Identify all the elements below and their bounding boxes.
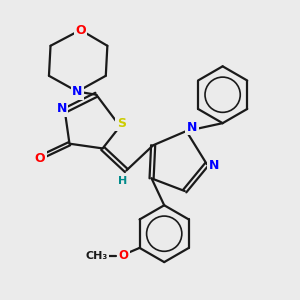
Text: N: N [208,159,219,172]
Text: O: O [35,152,45,165]
Text: CH₃: CH₃ [85,251,107,261]
Text: O: O [75,23,86,37]
Text: N: N [56,102,67,116]
Text: N: N [187,121,197,134]
Text: N: N [72,85,82,98]
Text: S: S [117,117,126,130]
Text: O: O [118,249,128,262]
Text: H: H [118,176,127,186]
